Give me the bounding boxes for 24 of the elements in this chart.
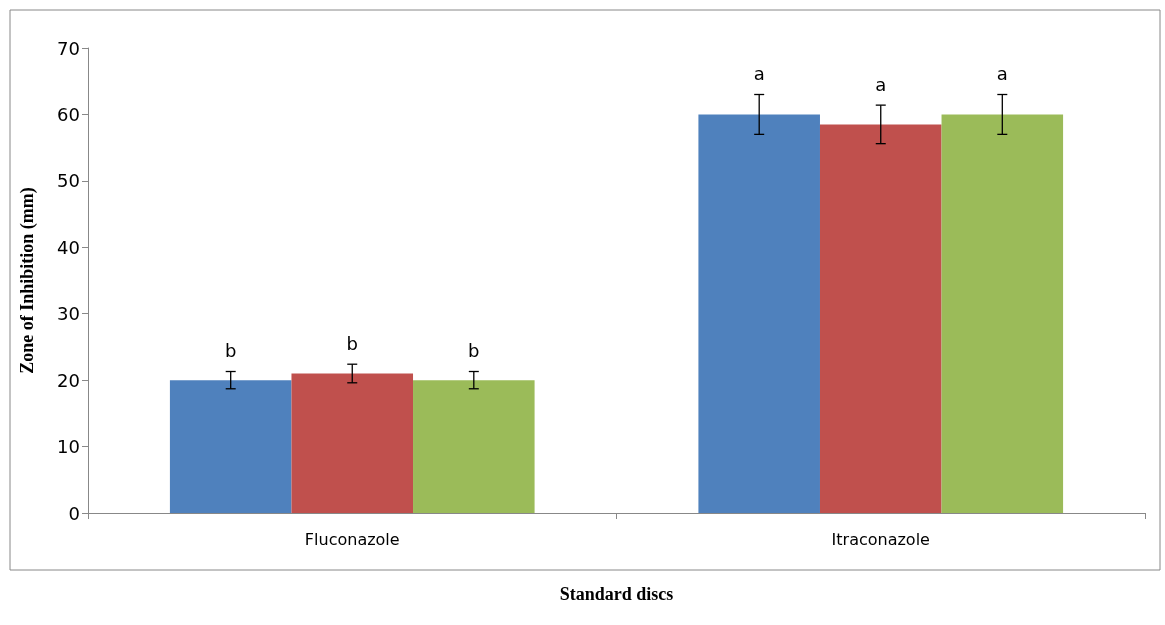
bar	[169, 380, 292, 513]
y-tick-label: 70	[57, 37, 80, 59]
y-tick-label: 60	[57, 103, 80, 125]
annotation: a	[996, 63, 1008, 84]
annotation: a	[753, 63, 765, 84]
y-tick-label: 40	[57, 236, 80, 258]
y-tick-label: 20	[57, 369, 80, 391]
bar	[291, 373, 414, 513]
x-axis-title: Standard discs	[559, 584, 674, 604]
bar	[413, 380, 535, 513]
y-tick-label: 50	[57, 170, 80, 192]
x-tick-label: Itraconazole	[831, 529, 930, 549]
annotation: b	[468, 340, 480, 362]
bar	[819, 124, 942, 513]
y-tick-label: 10	[57, 436, 80, 458]
bar	[698, 114, 820, 513]
x-tick-label: Fluconazole	[304, 529, 400, 549]
annotation: b	[346, 332, 358, 354]
annotation: b	[224, 340, 237, 362]
y-tick-label: 30	[57, 303, 80, 325]
y-axis-title: Zone of Inhibition (mm)	[17, 187, 38, 374]
y-tick-label: 0	[68, 502, 80, 524]
annotation: a	[875, 73, 887, 95]
bar	[941, 114, 1064, 513]
